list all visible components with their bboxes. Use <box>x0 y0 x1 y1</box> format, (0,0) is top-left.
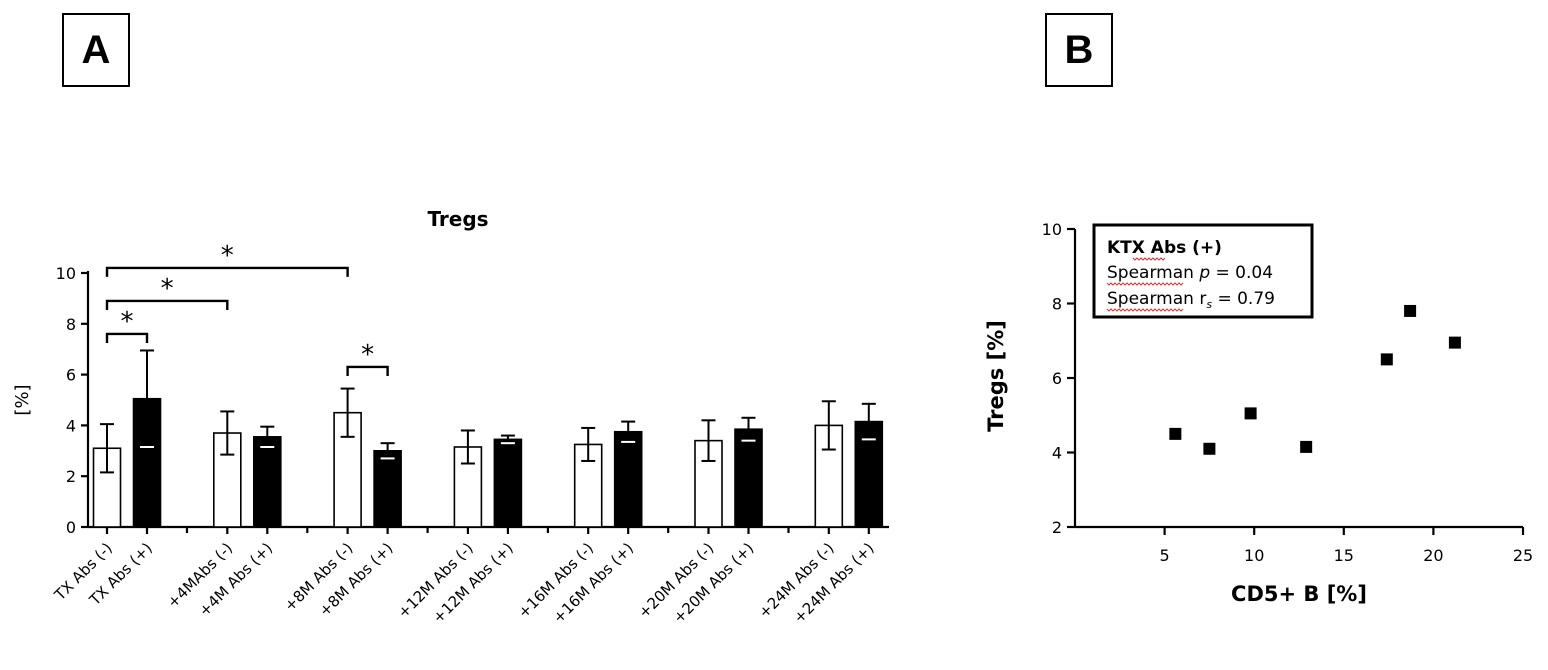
scatter-point <box>1404 304 1417 317</box>
y-tick-label: 4 <box>66 416 76 435</box>
x-axis-label: CD5+ B [%] <box>1231 582 1367 606</box>
scatter-point <box>1380 353 1393 366</box>
significance-bracket <box>346 365 389 376</box>
scatter-point <box>1169 427 1182 440</box>
significance-bracket <box>105 266 349 277</box>
y-tick-label: 6 <box>66 366 76 385</box>
significance-star: * <box>161 274 174 304</box>
panel-label-b: B <box>1045 13 1113 87</box>
scatter-point <box>1244 407 1257 420</box>
chart-title: Tregs <box>427 207 488 231</box>
y-tick-label: 8 <box>66 315 76 334</box>
y-tick-label: 0 <box>66 518 76 537</box>
y-tick-label: 10 <box>1042 220 1062 239</box>
stats-box <box>1092 223 1314 319</box>
y-tick-label: 2 <box>66 467 76 486</box>
x-tick-label: 10 <box>1244 546 1264 565</box>
spellcheck-underline <box>1106 308 1184 312</box>
significance-star: * <box>121 307 134 337</box>
scatter-point <box>1448 336 1461 349</box>
y-axis-label: [%] <box>12 384 33 415</box>
y-tick-label: 10 <box>56 264 76 283</box>
significance-bracket <box>105 332 149 343</box>
x-tick-label: 15 <box>1334 546 1354 565</box>
stats-rs-value: Spearman rs = 0.79 <box>1107 289 1275 311</box>
spellcheck-underline <box>1106 282 1184 286</box>
stats-title: KTX Abs (+) <box>1107 238 1222 258</box>
stats-p-value: Spearman p = 0.04 <box>1107 263 1273 283</box>
y-tick-label: 8 <box>1052 295 1062 314</box>
significance-bracket <box>105 299 229 310</box>
panel-label-a: A <box>62 13 130 87</box>
y-tick-label: 4 <box>1052 444 1062 463</box>
x-tick-label: 25 <box>1513 546 1533 565</box>
significance-star: * <box>361 340 374 370</box>
significance-star: * <box>221 241 234 271</box>
spellcheck-underline <box>1132 257 1166 261</box>
y-axis-label: Tregs [%] <box>984 320 1008 432</box>
scatter-point <box>1203 442 1216 455</box>
x-tick-label: 20 <box>1423 546 1443 565</box>
y-tick-label: 6 <box>1052 369 1062 388</box>
x-tick-label: 5 <box>1160 546 1170 565</box>
y-tick-label: 2 <box>1052 518 1062 537</box>
scatter-point <box>1300 440 1313 453</box>
